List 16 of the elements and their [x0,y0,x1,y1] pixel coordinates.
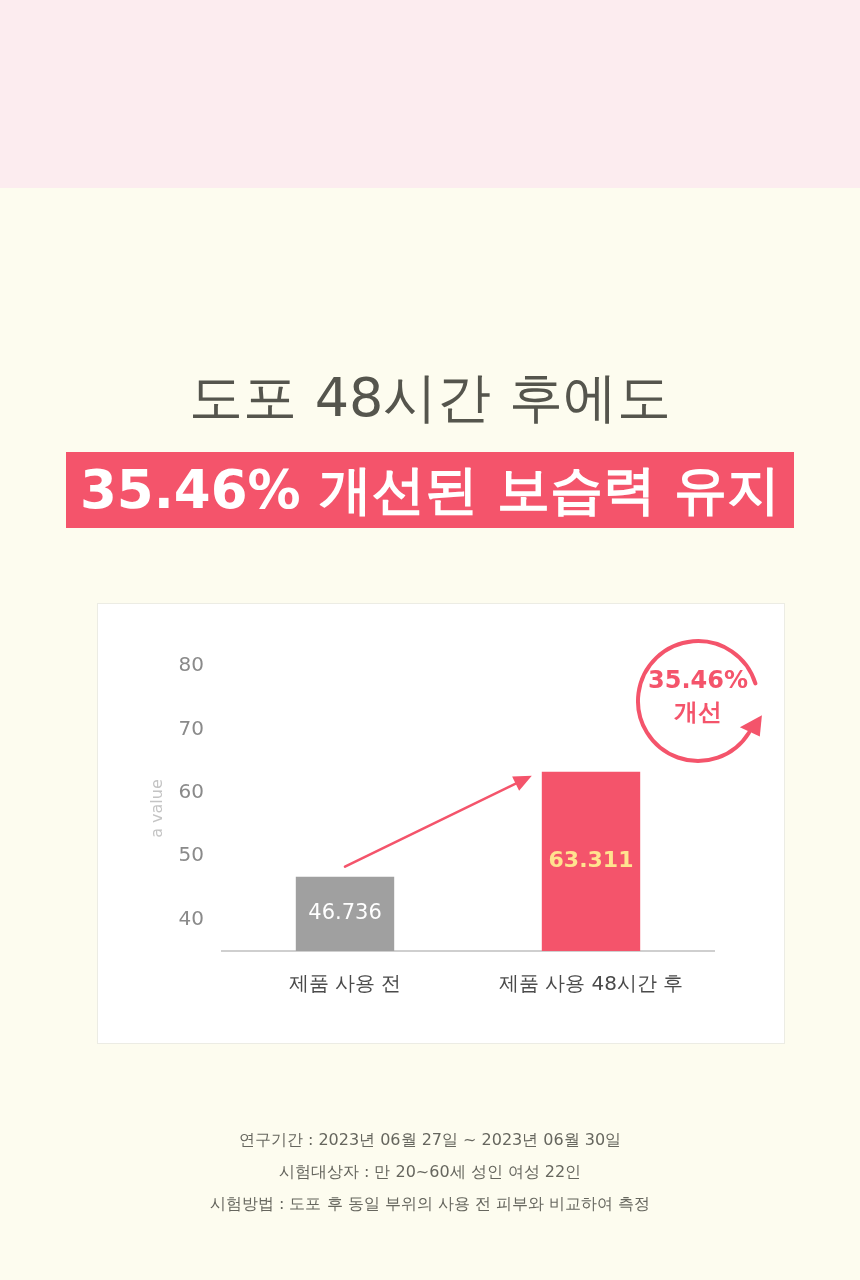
chart-subtitle: 35.46% 개선된 보습력 유지 [65,452,795,528]
text: 시험대상자 : 만 20~60세 성인 여성 22인 [277,1161,583,1183]
x-tick-label: 제품 사용 전 [288,971,402,996]
y-tick-label: 50 [178,842,204,867]
x-tick-label: 제품 사용 48시간 후 [498,971,684,996]
y-tick-label: 60 [178,778,204,803]
data-label: 46.736 [308,900,382,925]
text: 시험방법 : 도포 후 동일 부위의 사용 전 피부와 비교하여 측정 [208,1193,652,1215]
y-axis-title: a value [146,779,166,838]
y-tick-label: 40 [178,905,204,930]
text: 연구기간 : 2023년 06월 27일 ~ 2023년 06월 30일 [237,1129,623,1151]
annotation: 35.46% 개선 [647,665,749,728]
y-tick-label: 80 [178,652,204,677]
data-label: 63.311 [548,847,634,873]
chart-title: 도포 48시간 후에도 [188,365,672,431]
y-tick-label: 70 [178,715,204,740]
